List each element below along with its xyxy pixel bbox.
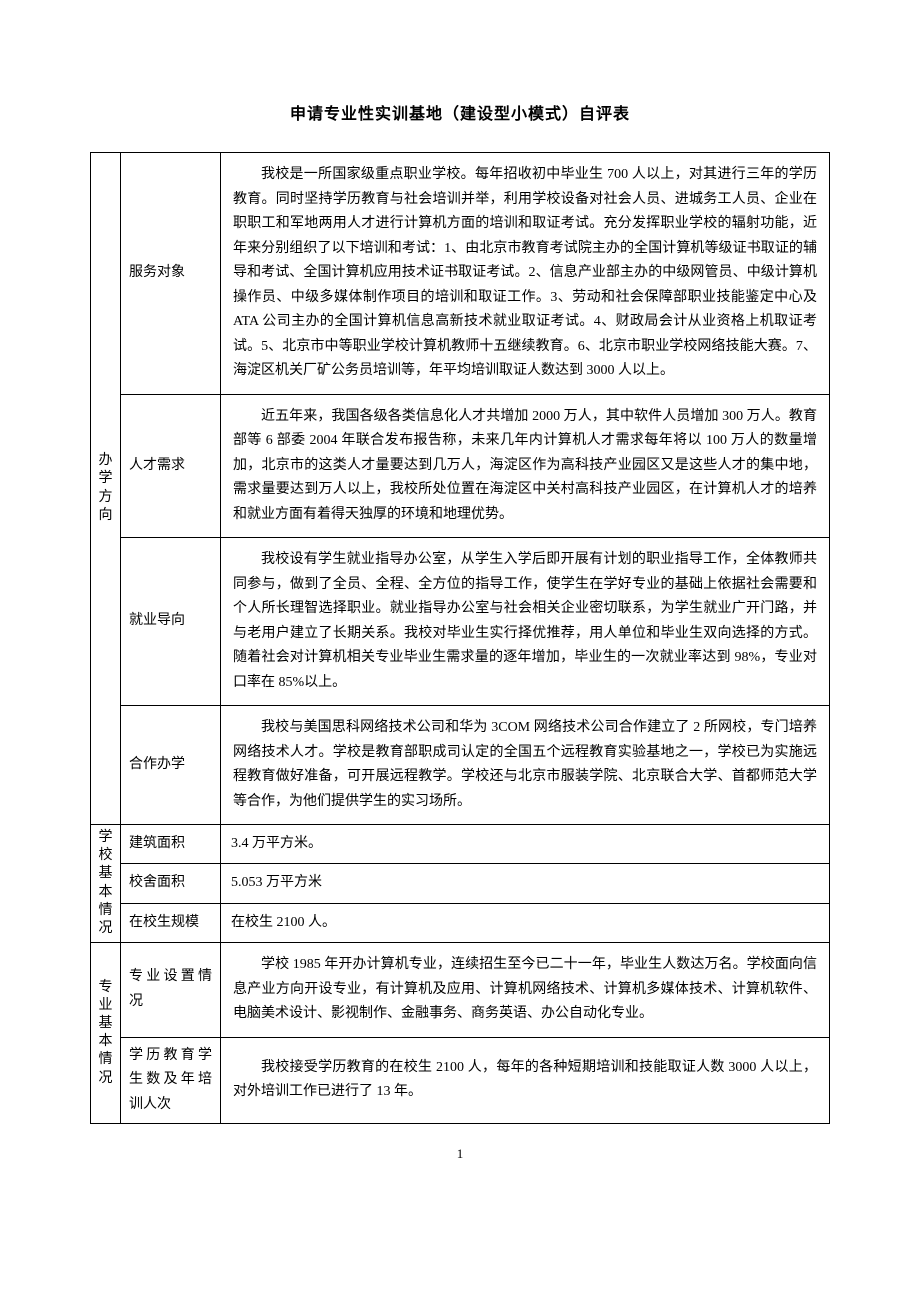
section-school-direction: 办学方向 — [91, 153, 121, 825]
table-row: 就业导向 我校设有学生就业指导办公室，从学生入学后即开展有计划的职业指导工作，全… — [91, 538, 830, 706]
table-row: 学校基本情况 建筑面积 3.4 万平方米。 — [91, 825, 830, 864]
row-content: 我校设有学生就业指导办公室，从学生入学后即开展有计划的职业指导工作，全体教师共同… — [221, 538, 830, 706]
row-label: 建筑面积 — [121, 825, 221, 864]
row-label: 在校生规模 — [121, 903, 221, 942]
page-title: 申请专业性实训基地（建设型小模式）自评表 — [90, 100, 830, 124]
table-row: 学历教育学生数及年培训人次 我校接受学历教育的在校生 2100 人，每年的各种短… — [91, 1037, 830, 1124]
row-label: 人才需求 — [121, 394, 221, 538]
row-content: 学校 1985 年开办计算机专业，连续招生至今已二十一年，毕业生人数达万名。学校… — [221, 943, 830, 1038]
table-row: 人才需求 近五年来，我国各级各类信息化人才共增加 2000 万人，其中软件人员增… — [91, 394, 830, 538]
row-content: 3.4 万平方米。 — [221, 825, 830, 864]
evaluation-table: 办学方向 服务对象 我校是一所国家级重点职业学校。每年招收初中毕业生 700 人… — [90, 152, 830, 1124]
table-row: 在校生规模 在校生 2100 人。 — [91, 903, 830, 942]
table-row: 专业基本情况 专业设置情况 学校 1985 年开办计算机专业，连续招生至今已二十… — [91, 943, 830, 1038]
row-content: 5.053 万平方米 — [221, 864, 830, 903]
row-content: 我校是一所国家级重点职业学校。每年招收初中毕业生 700 人以上，对其进行三年的… — [221, 153, 830, 395]
row-label: 专业设置情况 — [121, 943, 221, 1038]
table-row: 校舍面积 5.053 万平方米 — [91, 864, 830, 903]
table-row: 办学方向 服务对象 我校是一所国家级重点职业学校。每年招收初中毕业生 700 人… — [91, 153, 830, 395]
row-label: 就业导向 — [121, 538, 221, 706]
section-major-basic: 专业基本情况 — [91, 943, 121, 1124]
row-label: 服务对象 — [121, 153, 221, 395]
row-label: 合作办学 — [121, 706, 221, 825]
row-label: 校舍面积 — [121, 864, 221, 903]
table-row: 合作办学 我校与美国思科网络技术公司和华为 3COM 网络技术公司合作建立了 2… — [91, 706, 830, 825]
row-content: 我校与美国思科网络技术公司和华为 3COM 网络技术公司合作建立了 2 所网校，… — [221, 706, 830, 825]
row-label: 学历教育学生数及年培训人次 — [121, 1037, 221, 1124]
row-content: 我校接受学历教育的在校生 2100 人，每年的各种短期培训和技能取证人数 300… — [221, 1037, 830, 1124]
page-number: 1 — [90, 1146, 830, 1162]
row-content: 近五年来，我国各级各类信息化人才共增加 2000 万人，其中软件人员增加 300… — [221, 394, 830, 538]
section-school-basic: 学校基本情况 — [91, 825, 121, 943]
row-content: 在校生 2100 人。 — [221, 903, 830, 942]
